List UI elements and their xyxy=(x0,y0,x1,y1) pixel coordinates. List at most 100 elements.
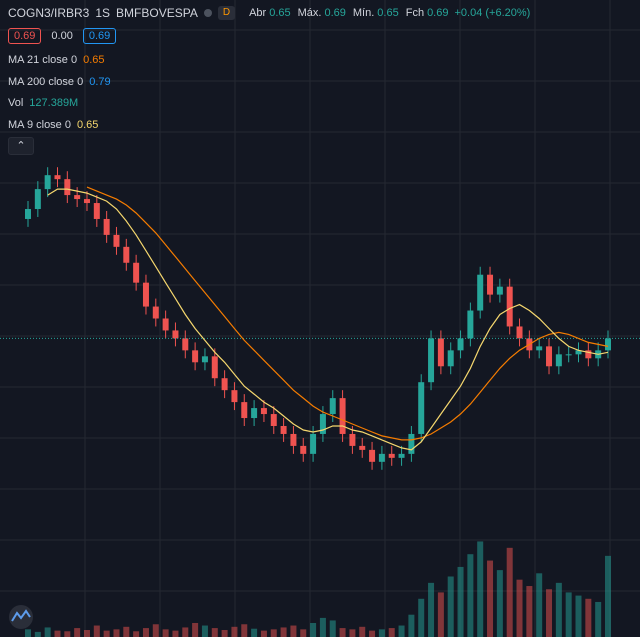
candle-body xyxy=(103,218,110,235)
candle-body xyxy=(251,408,258,419)
volume-bar xyxy=(418,598,425,637)
volume-layer xyxy=(25,541,611,637)
candle-body xyxy=(310,433,317,454)
volume-bar xyxy=(605,555,611,637)
candle-body xyxy=(487,274,494,295)
indicator-row: MA 200 close 0 0.79 xyxy=(8,76,111,88)
volume-bar xyxy=(329,620,336,637)
volume-bar xyxy=(123,626,130,637)
ohlc-value: 0.69 xyxy=(427,7,449,19)
change: +0.04 (+6.20%) xyxy=(454,7,531,19)
logo-mark xyxy=(11,609,31,622)
volume-bar xyxy=(182,627,189,637)
candle-body xyxy=(467,310,474,339)
ma-line xyxy=(47,188,609,451)
volume-bar xyxy=(319,617,326,637)
volume-bar xyxy=(211,628,218,637)
candle-body xyxy=(241,402,248,419)
ohlc-label: Fch xyxy=(405,7,425,19)
candle-body xyxy=(221,378,228,391)
candle-body xyxy=(369,449,376,462)
volume-bar xyxy=(93,625,100,637)
volume-bar xyxy=(339,628,346,637)
volume-bar xyxy=(359,626,366,637)
badge: D xyxy=(217,6,236,20)
volume-bar xyxy=(575,595,582,637)
candle-body xyxy=(388,453,395,458)
volume-bar xyxy=(595,601,602,637)
price-box: 0.00 xyxy=(51,30,73,42)
candle-body xyxy=(477,274,484,311)
candle-body xyxy=(319,414,326,434)
volume-bar xyxy=(25,629,31,637)
volume-bar xyxy=(231,626,238,637)
candle-body xyxy=(34,189,41,210)
candle-body xyxy=(280,425,287,434)
candle-body xyxy=(83,199,90,204)
volume-bar xyxy=(526,586,533,637)
candle-body xyxy=(408,433,415,454)
indicator-value: 0.65 xyxy=(76,118,99,131)
volume-bar xyxy=(103,630,110,637)
candle-body xyxy=(605,338,611,351)
candle-body xyxy=(496,286,503,295)
volume-bar xyxy=(467,554,474,637)
candle-body xyxy=(575,350,582,355)
volume-bar xyxy=(142,628,149,637)
volume-bar xyxy=(428,582,435,637)
candle-body xyxy=(133,262,140,283)
volume-bar xyxy=(516,579,523,637)
volume-bar xyxy=(162,629,169,637)
volume-bar xyxy=(290,625,297,637)
candle-body xyxy=(123,246,130,263)
volume-bar xyxy=(113,629,120,637)
candle-body xyxy=(565,354,572,356)
volume-bar xyxy=(457,566,464,637)
ohlc-label: Abr xyxy=(249,7,267,19)
indicator-name: MA 9 close 0 xyxy=(8,118,71,131)
volume-bar xyxy=(152,624,159,637)
volume-bar xyxy=(369,630,376,637)
indicator-value: 0.79 xyxy=(89,75,111,88)
volume-bar xyxy=(477,541,484,637)
volume-bar xyxy=(241,624,248,637)
ohlc-value: 0.65 xyxy=(269,7,291,19)
candle-body xyxy=(339,398,346,434)
candle-body xyxy=(25,209,31,219)
ohlc-label: Máx. xyxy=(297,7,322,19)
candle-body xyxy=(447,350,454,367)
volume-bar xyxy=(83,629,90,637)
indicator-row: MA 9 close 0 0.65 xyxy=(8,119,98,131)
collapse-button[interactable]: ⌃ xyxy=(8,137,34,155)
price-boxes: 0.69 0.00 0.69 xyxy=(8,28,117,44)
candle-body xyxy=(142,282,149,307)
candle-body xyxy=(162,318,169,331)
volume-bar xyxy=(408,614,415,637)
candle-body xyxy=(546,346,553,367)
volume-bar xyxy=(388,628,395,637)
interval[interactable]: 1S xyxy=(95,6,111,20)
indicator-row: Vol 127.389M xyxy=(8,97,78,109)
volume-bar xyxy=(251,628,258,637)
candle-body xyxy=(506,286,513,327)
candle-body xyxy=(290,433,297,446)
volume-bar xyxy=(270,629,277,637)
volume-bar xyxy=(34,631,41,637)
volume-bar xyxy=(585,598,592,637)
indicator-row: MA 21 close 0 0.65 xyxy=(8,54,105,66)
candle-body xyxy=(437,338,444,367)
symbol[interactable]: COGN3/IRBR3 xyxy=(8,6,90,20)
candle-body xyxy=(457,338,464,351)
candle-body xyxy=(74,195,81,200)
header-row: COGN3/IRBR3 1S BMFBOVESPA D Abr 0.65 Máx. 0… xyxy=(8,6,530,20)
candle-body xyxy=(231,390,238,403)
ohlc-label: Mín. xyxy=(352,7,375,19)
volume-bar xyxy=(192,622,199,637)
volume-bar xyxy=(506,547,513,637)
candle-body xyxy=(359,445,366,450)
volume-bar xyxy=(64,631,71,637)
candle-body xyxy=(349,433,356,446)
indicator-name: Vol xyxy=(8,97,24,109)
